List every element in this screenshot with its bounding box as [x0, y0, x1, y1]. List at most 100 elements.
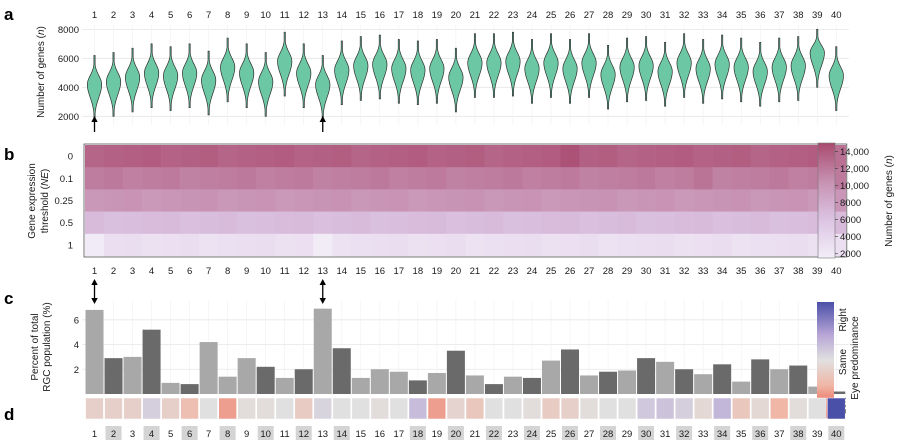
eye-cell-cluster-28: [598, 397, 618, 420]
heatmap-cell: [275, 189, 295, 212]
eye-cell-cluster-9: [237, 397, 256, 420]
heatmap-cell: [370, 211, 390, 235]
panel-b-x-tick-label: 12: [298, 266, 309, 277]
eye-cell-cluster-12: [294, 397, 313, 420]
panel-a-y-tick-label: 4000: [58, 83, 79, 94]
panel-d-x-label: 29: [622, 429, 633, 440]
panel-d-x-label: 31: [660, 429, 671, 440]
bar-cluster-4: [142, 329, 161, 394]
eye-cell-cluster-38: [789, 397, 808, 420]
heatmap-cell: [465, 167, 485, 190]
eye-cell-cluster-27: [579, 397, 599, 420]
heatmap-cell: [750, 233, 771, 257]
violin-cluster-11: [277, 31, 293, 97]
eye-cell-cluster-30: [636, 397, 656, 420]
eye-cell-cluster-3: [123, 397, 142, 420]
colorbar-tick-label: 4000: [840, 232, 861, 243]
bar-cluster-10: [256, 366, 275, 394]
panel-d-x-label: 38: [793, 429, 804, 440]
bar-cluster-8: [218, 376, 237, 394]
panel-d-x-label: 9: [244, 429, 249, 440]
violin-cluster-36: [752, 42, 768, 107]
panel-b-x-tick-label: 14: [336, 266, 347, 277]
heatmap-cell: [655, 211, 675, 235]
panel-d-x-label: 21: [470, 429, 481, 440]
panel-a-x-tick-label: 20: [451, 10, 462, 21]
heatmap-cell: [313, 167, 333, 190]
panel-a-x-tick-label: 35: [736, 10, 747, 21]
heatmap-cell: [560, 233, 580, 257]
heatmap-cell: [351, 233, 371, 257]
panel-d-column-labels: 1 2 3 4 5 6 7 8 9 10 11 12 13 14 15 16 17 18 19 20 21 22 23 24 2…: [92, 426, 845, 440]
panel-a-x-tick-label: 3: [130, 10, 135, 21]
heatmap-cell: [655, 189, 675, 212]
panel-a-x-tick-label: 27: [584, 10, 595, 21]
panel-a-x-tick-label: 22: [489, 10, 500, 21]
violin-cluster-2: [105, 52, 122, 117]
panel-d-x-label: 25: [546, 429, 557, 440]
heatmap-cell: [617, 189, 637, 212]
heatmap-cell: [712, 211, 732, 235]
violin-cluster-27: [581, 33, 597, 98]
panel-a-x-tick-label: 23: [508, 10, 519, 21]
heatmap-cell: [237, 211, 257, 235]
panel-c-y-tick-label: 2: [74, 365, 79, 376]
heatmap-cell: [636, 145, 656, 168]
heatmap-cell: [674, 167, 694, 190]
heatmap-cell: [693, 189, 713, 212]
panel-d-x-label: 10: [260, 429, 271, 440]
panel-b-x-tick-label: 15: [356, 266, 367, 277]
eye-cell-cluster-37: [770, 397, 789, 420]
heatmap-cell: [294, 189, 314, 212]
panel-a-x-ticks: 1 2 3 4 5 6 7 8 9 10 11 12 13 14 15 16 17 18 19 20 21 22 23 24 2…: [92, 10, 842, 21]
heatmap-cell: [142, 211, 162, 235]
violin-cluster-17: [391, 39, 407, 104]
eye-cell-cluster-23: [503, 397, 523, 420]
panel-a-x-tick-label: 29: [622, 10, 633, 21]
heatmap-cell: [332, 167, 352, 190]
panel-d-x-label: 11: [280, 429, 290, 440]
heatmap-cell: [579, 167, 599, 190]
panel-d-x-label: 13: [317, 429, 328, 440]
eye-cell-cluster-39: [808, 397, 827, 420]
panel-a-x-tick-label: 14: [336, 10, 347, 21]
panel-b-x-tick-label: 10: [260, 266, 271, 277]
panel-b-x-tick-label: 11: [280, 266, 290, 277]
violin-cluster-18: [410, 40, 426, 106]
heatmap-cell: [541, 233, 561, 257]
violin-cluster-3: [125, 47, 141, 113]
column-label-box: [181, 426, 198, 440]
panel-b-x-tick-label: 32: [679, 266, 690, 277]
heatmap-cell: [256, 211, 276, 235]
panel-b-x-tick-label: 21: [470, 266, 481, 277]
panel-b-x-tick-label: 24: [527, 266, 538, 277]
heatmap-cell: [674, 189, 694, 212]
bar-cluster-40: [827, 391, 846, 394]
bar-cluster-1: [85, 309, 104, 394]
eye-cell-cluster-2: [104, 397, 123, 420]
heatmap-cell: [180, 145, 200, 168]
bar-cluster-13: [313, 308, 332, 394]
panel-a-y-axis-title: Number of genes (n): [36, 26, 47, 118]
arrow-up-head-icon: [91, 116, 98, 122]
heatmap-cell: [142, 145, 162, 168]
arrow-down-head-icon: [319, 298, 326, 304]
colorbar-tick-label: 12,000: [840, 164, 869, 175]
heatmap-cell: [731, 189, 751, 212]
heatmap-cell: [503, 233, 523, 257]
panel-d-x-label: 26: [565, 429, 576, 440]
violin-cluster-34: [714, 34, 730, 100]
panel-d-eye-strip: 1 2 3 4 5 6 7 8 9 10 11 12 13 14 15 16 17 18 19 20 21 22 23 24 2…: [85, 397, 846, 440]
heatmap-cell: [313, 189, 333, 212]
panel-b-y-tick-label: 0.25: [55, 196, 74, 207]
heatmap-cell: [427, 189, 447, 212]
heatmap-cell: [750, 189, 771, 212]
heatmap-cell: [104, 233, 124, 257]
panel-b-y-tick-label: 0.1: [60, 174, 73, 185]
heatmap-cell: [788, 189, 809, 212]
heatmap-cell: [579, 233, 599, 257]
heatmap-cell: [712, 189, 732, 212]
panel-d-x-label: 3: [130, 429, 135, 440]
eye-cell-cluster-21: [465, 397, 485, 420]
